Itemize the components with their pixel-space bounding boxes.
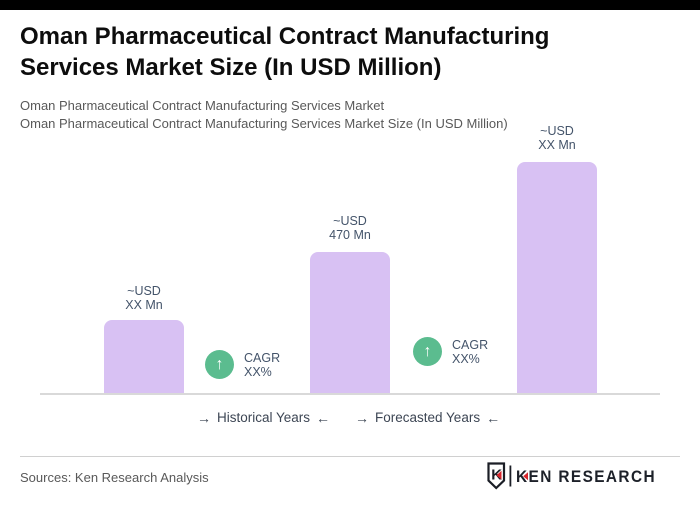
growth-circle-1: ↑ [205, 350, 234, 379]
top-black-bar [0, 0, 700, 10]
bar-value-label-2-line1: ~USD [333, 214, 367, 228]
arrow-up-icon: ↑ [423, 342, 432, 360]
arrow-right-icon: → [197, 409, 211, 426]
period-historical-years: → Historical Years ← [197, 410, 330, 425]
bar-forecast [517, 162, 597, 393]
logo-wordmark: KEN RESEARCH [516, 468, 656, 486]
arrow-left-icon: ← [316, 409, 331, 426]
bar-value-label-2-line2: 470 Mn [329, 228, 371, 242]
bar-value-label-1-line1: ~USD [127, 284, 161, 298]
arrow-right-icon: → [355, 409, 369, 426]
subtitle-line-1: Oman Pharmaceutical Contract Manufacturi… [20, 98, 385, 113]
x-axis-baseline [40, 393, 660, 395]
period-label-historical: Historical Years [217, 410, 311, 425]
growth-circle-2: ↑ [413, 337, 442, 366]
logo-badge-red-arrow-icon [496, 470, 502, 480]
logo-separator [509, 465, 512, 487]
bar-historical [104, 320, 184, 393]
footer-divider [20, 456, 680, 457]
page-title: Oman Pharmaceutical Contract Manufacturi… [20, 23, 550, 81]
period-forecasted-years: → Forecasted Years ← [355, 410, 500, 425]
cagr-value-2: XX% [452, 352, 480, 366]
bar-value-label-3-line2: XX Mn [538, 138, 576, 152]
cagr-label-2: CAGR [452, 338, 489, 352]
cagr-badge-1: ↑ CAGR XX% [205, 350, 280, 379]
bar-value-label-1: ~USD XX Mn [104, 284, 184, 312]
sources-text: Sources: Ken Research Analysis [20, 470, 209, 485]
cagr-label-1: CAGR [244, 351, 281, 365]
bar-value-label-3-line1: ~USD [540, 124, 574, 138]
arrow-left-icon: ← [486, 409, 501, 426]
bar-value-label-2: ~USD 470 Mn [310, 214, 390, 242]
bar-value-label-3: ~USD XX Mn [517, 124, 597, 152]
ken-research-logo: K KEN RESEARCH [487, 462, 656, 490]
logo-wordmark-red-arrow-icon [523, 472, 528, 481]
bar-value-label-1-line2: XX Mn [125, 298, 163, 312]
logo-shield-badge [487, 462, 506, 490]
arrow-up-icon: ↑ [215, 355, 224, 373]
cagr-value-1: XX% [244, 365, 272, 379]
cagr-text-1: CAGR XX% [244, 350, 280, 379]
subtitle-line-2: Oman Pharmaceutical Contract Manufacturi… [20, 116, 508, 131]
cagr-text-2: CAGR XX% [452, 337, 488, 366]
bar-base-year [310, 252, 390, 393]
period-label-forecasted: Forecasted Years [375, 410, 481, 425]
cagr-badge-2: ↑ CAGR XX% [413, 337, 488, 366]
